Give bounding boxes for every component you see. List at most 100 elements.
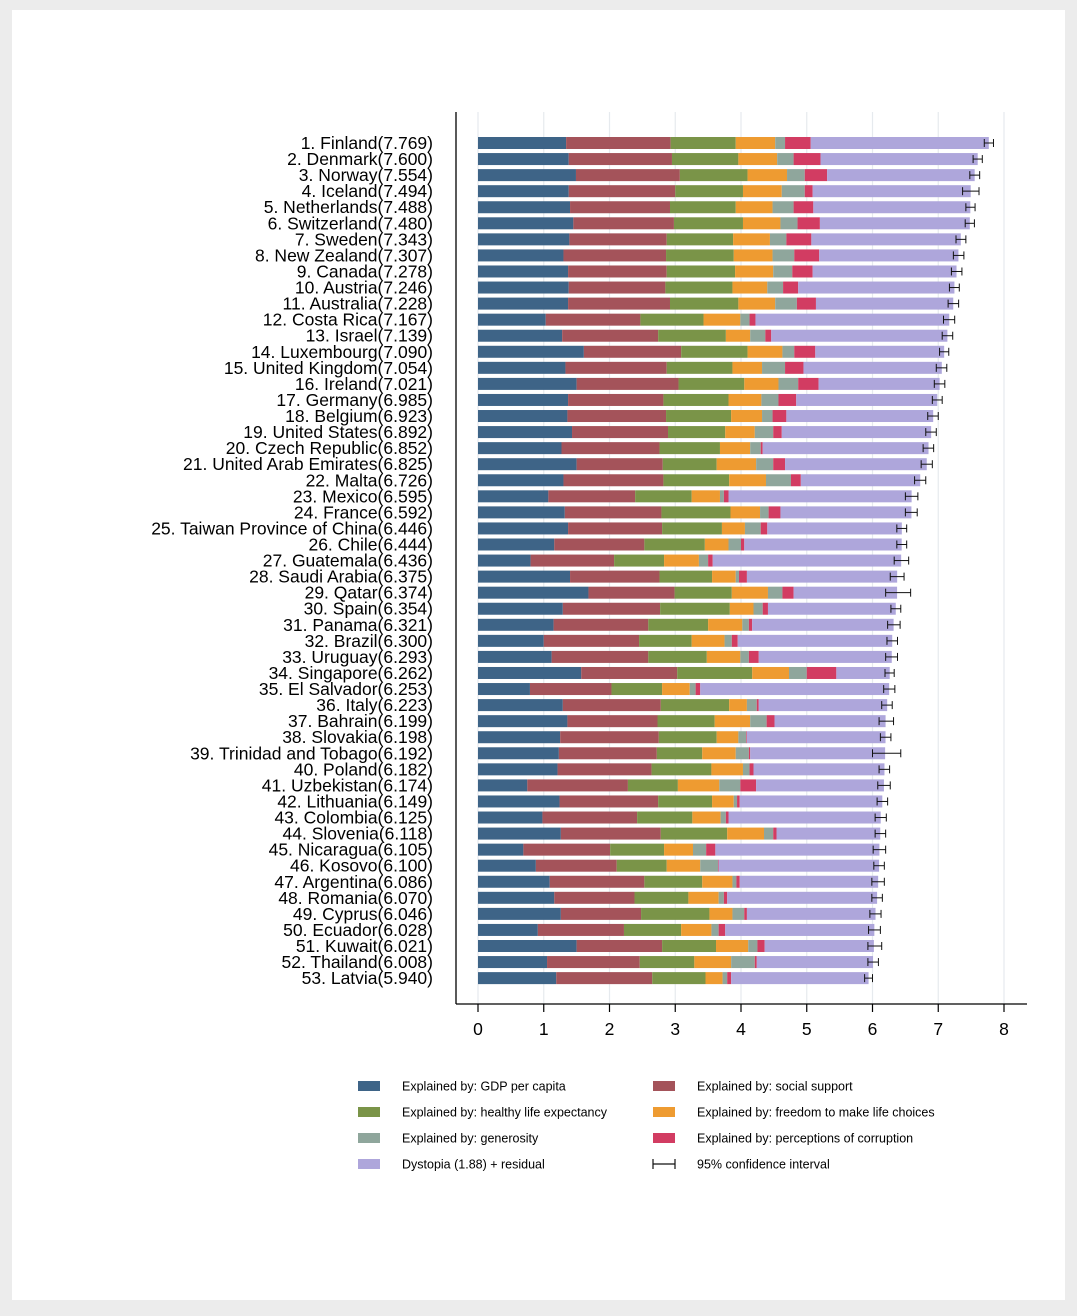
- category-label: 5. Netherlands(7.488): [264, 197, 433, 217]
- bar-segment-gdp: [478, 233, 570, 246]
- bar-segment-gdp: [478, 715, 568, 728]
- legend-label: Explained by: perceptions of corruption: [697, 1132, 913, 1146]
- bar-segment-health: [648, 618, 709, 631]
- legend-label: 95% confidence interval: [697, 1158, 830, 1172]
- category-label: 47. Argentina(6.086): [274, 872, 433, 892]
- bar-segment-health: [669, 297, 739, 310]
- bar-segment-generosity: [754, 426, 774, 439]
- category-label: 6. Switzerland(7.480): [268, 213, 433, 233]
- bar-segment-generosity: [778, 377, 799, 390]
- legend-label: Explained by: freedom to make life choic…: [697, 1106, 935, 1120]
- bar-segment-health: [677, 666, 753, 679]
- bar-segment-social: [573, 217, 674, 230]
- bar-segment-dystopia: [780, 506, 912, 519]
- category-label: 35. El Salvador(6.253): [259, 679, 433, 699]
- bar-segment-gdp: [478, 795, 560, 808]
- category-label: 46. Kosovo(6.100): [290, 856, 433, 876]
- bar-segment-health: [674, 586, 732, 599]
- bar-segment-dystopia: [815, 297, 954, 310]
- legend-swatch-gdp: [358, 1081, 380, 1091]
- bar-segment-freedom: [716, 458, 757, 471]
- category-label: 2. Denmark(7.600): [287, 149, 433, 169]
- bar-segment-health: [639, 956, 695, 969]
- bar-segment-gdp: [478, 875, 550, 888]
- category-label: 32. Brazil(6.300): [305, 631, 433, 651]
- bar-segment-health: [665, 281, 733, 294]
- bar-segment-social: [581, 666, 678, 679]
- bar-segment-gdp: [478, 666, 582, 679]
- legend-label: Explained by: GDP per capita: [402, 1080, 566, 1094]
- bar-segment-corruption: [765, 329, 772, 342]
- bar-segment-health: [627, 779, 678, 792]
- bar-segment-freedom: [708, 618, 743, 631]
- bar-segment-generosity: [767, 281, 784, 294]
- bar-segment-health: [641, 907, 710, 920]
- bar-segment-health: [666, 249, 734, 262]
- bar-segment-generosity: [732, 875, 737, 888]
- bar-segment-generosity: [780, 217, 798, 230]
- bar-segment-health: [662, 940, 717, 952]
- bar-segment-health: [681, 345, 748, 358]
- bar-segment-corruption: [773, 458, 786, 471]
- category-label: 22. Malta(6.726): [306, 470, 433, 490]
- bar-segment-generosity: [724, 634, 732, 647]
- bar-segment-health: [658, 329, 726, 342]
- bar-segment-corruption: [723, 891, 728, 904]
- bar-segment-generosity: [742, 763, 750, 776]
- category-label: 19. United States(6.892): [243, 422, 433, 442]
- bar-segment-generosity: [756, 458, 774, 471]
- bar-segment-dystopia: [725, 923, 875, 936]
- bar-segment-corruption: [748, 618, 753, 631]
- legend-swatch-freedom: [653, 1107, 675, 1117]
- legend-label: Explained by: generosity: [402, 1132, 539, 1146]
- bar-segment-social: [547, 956, 640, 969]
- bar-segment-generosity: [750, 329, 766, 342]
- bar-segment-social: [560, 827, 661, 840]
- bar-segment-generosity: [735, 570, 740, 583]
- bar-segment-dystopia: [755, 313, 950, 326]
- bar-segment-freedom: [677, 779, 720, 792]
- bar-segment-freedom: [721, 522, 745, 535]
- bar-segment-corruption: [754, 956, 757, 969]
- bar-segment-freedom: [733, 249, 773, 262]
- bar-segment-generosity: [728, 538, 741, 551]
- bar-segment-gdp: [478, 618, 554, 631]
- bar-segment-freedom: [691, 490, 720, 503]
- bar-segment-social: [542, 811, 638, 824]
- category-label: 21. United Arab Emirates(6.825): [183, 454, 433, 474]
- bar-segment-gdp: [478, 281, 569, 294]
- bar-segment-dystopia: [813, 201, 971, 214]
- bar-segment-generosity: [788, 666, 807, 679]
- category-label: 7. Sweden(7.343): [295, 229, 433, 249]
- bar-segment-generosity: [762, 410, 773, 423]
- bar-segment-corruption: [785, 137, 811, 149]
- x-tick-label: 2: [605, 1019, 615, 1039]
- bar-segment-freedom: [709, 907, 733, 920]
- bar-segment-generosity: [711, 923, 719, 936]
- bar-segment-dystopia: [712, 554, 902, 567]
- bar-segment-corruption: [794, 345, 816, 358]
- bar-segment-freedom: [747, 169, 788, 182]
- bar-segment-social: [554, 538, 645, 551]
- bar-segment-dystopia: [796, 393, 938, 406]
- bar-segment-corruption: [768, 506, 781, 519]
- bar-segment-social: [568, 153, 672, 166]
- bar-segment-gdp: [478, 249, 564, 262]
- category-label: 9. Canada(7.278): [297, 261, 433, 281]
- bar-segment-freedom: [732, 361, 763, 374]
- bar-segment-corruption: [804, 169, 828, 182]
- x-tick-label: 3: [670, 1019, 680, 1039]
- bar-segment-dystopia: [756, 956, 874, 969]
- category-label: 53. Latvia(5.940): [302, 968, 433, 988]
- bar-segment-generosity: [693, 843, 707, 856]
- bar-segment-freedom: [752, 666, 789, 679]
- category-label: 51. Kuwait(6.021): [296, 936, 433, 956]
- bar-segment-freedom: [712, 795, 734, 808]
- legend: Explained by: GDP per capita Explained by…: [358, 1080, 935, 1172]
- bar-segment-health: [652, 972, 706, 985]
- bar-segment-social: [530, 554, 615, 567]
- bar-segment-generosity: [772, 201, 794, 214]
- bar-segment-health: [640, 313, 704, 326]
- bar-segment-health: [657, 715, 715, 728]
